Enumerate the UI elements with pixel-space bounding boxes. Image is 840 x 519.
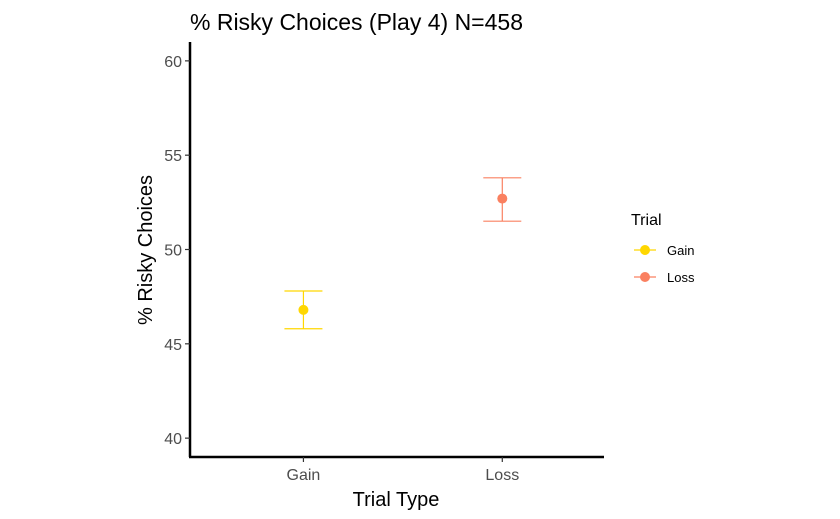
y-axis-ticks: 40 45 50 55 60 <box>164 54 190 448</box>
x-axis-ticks: Gain Loss <box>287 457 519 484</box>
legend-items: Gain Loss <box>634 243 695 285</box>
y-axis-title: % Risky Choices <box>135 175 157 325</box>
legend-label: Loss <box>667 270 695 285</box>
y-tick-label: 45 <box>164 337 182 354</box>
x-tick-label: Loss <box>485 467 519 484</box>
data-point-gain <box>284 290 323 330</box>
legend-item-loss: Loss <box>634 270 695 285</box>
point-marker <box>298 304 309 315</box>
legend-key-marker <box>640 245 650 255</box>
legend-label: Gain <box>667 243 694 258</box>
y-tick-label: 60 <box>164 54 182 71</box>
chart-title: % Risky Choices (Play 4) N=458 <box>190 9 523 35</box>
legend-title: Trial <box>631 212 662 229</box>
y-tick-label: 50 <box>164 243 182 260</box>
x-tick-label: Gain <box>287 467 321 484</box>
legend-key-marker <box>640 272 650 282</box>
legend-item-gain: Gain <box>634 243 694 258</box>
y-tick-label: 55 <box>164 148 182 165</box>
x-axis-title: Trial Type <box>353 489 440 511</box>
point-marker <box>497 193 508 204</box>
legend: Trial Gain Loss <box>631 212 695 285</box>
plot-area <box>284 177 522 330</box>
y-tick-label: 40 <box>164 431 182 448</box>
data-point-loss <box>483 177 522 222</box>
